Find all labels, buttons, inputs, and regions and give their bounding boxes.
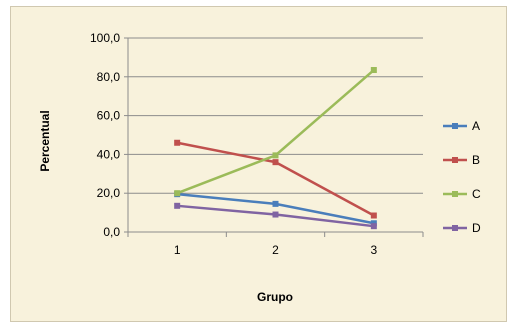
series-b-point [370, 212, 377, 219]
series-c-line [176, 69, 375, 195]
x-tick-labels: 1 2 3 [174, 243, 378, 257]
y-tick-label: 0,0 [103, 225, 120, 239]
legend-b-marker [452, 157, 458, 163]
x-tick-label: 2 [272, 243, 279, 257]
legend-c-label: C [472, 187, 481, 201]
series-b-point [174, 139, 181, 146]
x-tick-label: 1 [174, 243, 181, 257]
series-c-point [370, 67, 377, 74]
legend-a-label: A [472, 119, 480, 133]
y-tick-label: 60,0 [97, 109, 121, 123]
y-tick-label: 100,0 [90, 31, 120, 45]
y-tick-label: 80,0 [97, 70, 121, 84]
grid-lines [128, 37, 423, 194]
legend-a-marker [452, 123, 458, 129]
series-c-point [174, 190, 181, 197]
legend-b-label: B [472, 153, 480, 167]
series-lines [174, 67, 377, 230]
legend-d-marker [452, 225, 458, 231]
legend: A B C D [443, 119, 481, 235]
x-tick-label: 3 [370, 243, 377, 257]
y-tick-label: 40,0 [97, 147, 121, 161]
y-tick-label: 20,0 [97, 186, 121, 200]
series-c-point [272, 152, 279, 159]
axes [124, 37, 424, 237]
legend-c-marker [452, 191, 458, 197]
series-a-point [272, 200, 279, 207]
series-d-point [370, 223, 377, 230]
series-d-point [272, 211, 279, 218]
series-b-point [272, 159, 279, 166]
legend-d-label: D [472, 221, 481, 235]
y-axis-title: Percentual [38, 110, 52, 171]
series-d-point [174, 202, 181, 209]
x-axis-title: Grupo [257, 290, 293, 304]
y-tick-labels: 0,0 20,0 40,0 60,0 80,0 100,0 [90, 31, 120, 239]
